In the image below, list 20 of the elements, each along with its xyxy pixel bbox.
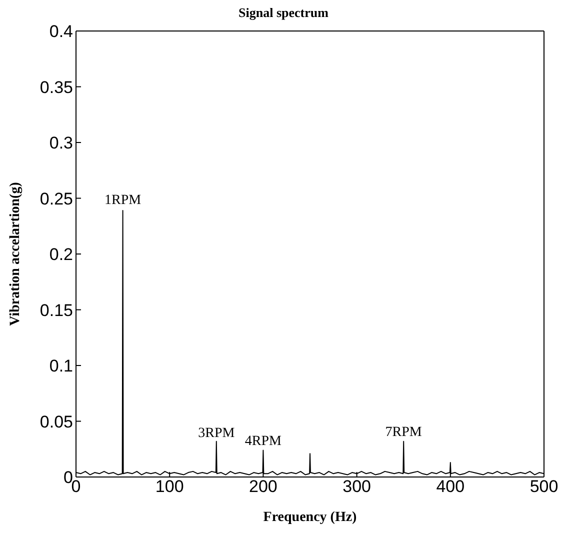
x-tick-label: 200	[249, 477, 278, 496]
x-tick-label: 400	[436, 477, 465, 496]
x-tick-label: 100	[155, 477, 184, 496]
y-tick-label: 0.15	[40, 300, 73, 320]
y-tick-label: 0.3	[49, 134, 73, 153]
y-tick-label: 0.05	[40, 412, 73, 432]
x-tick-label: 300	[342, 477, 371, 496]
x-axis-title: Frequency (Hz)	[263, 510, 358, 525]
annotation: 4RPM	[244, 434, 282, 449]
annotation: 1RPM	[104, 193, 142, 208]
chart-title: Signal spectrum	[238, 5, 330, 20]
annotation: 3RPM	[198, 426, 236, 442]
y-tick-label: 0.4	[49, 22, 73, 42]
y-tick-label: 0.35	[40, 78, 73, 97]
annotation: 7RPM	[385, 424, 422, 440]
y-tick-label: 0.1	[49, 356, 73, 376]
y-axis-title: Vibration accelartion(g)	[8, 182, 23, 326]
x-tick-label: 500	[530, 477, 558, 496]
y-tick-label: 0.2	[49, 245, 73, 264]
y-tick-label: 0.25	[40, 189, 73, 208]
